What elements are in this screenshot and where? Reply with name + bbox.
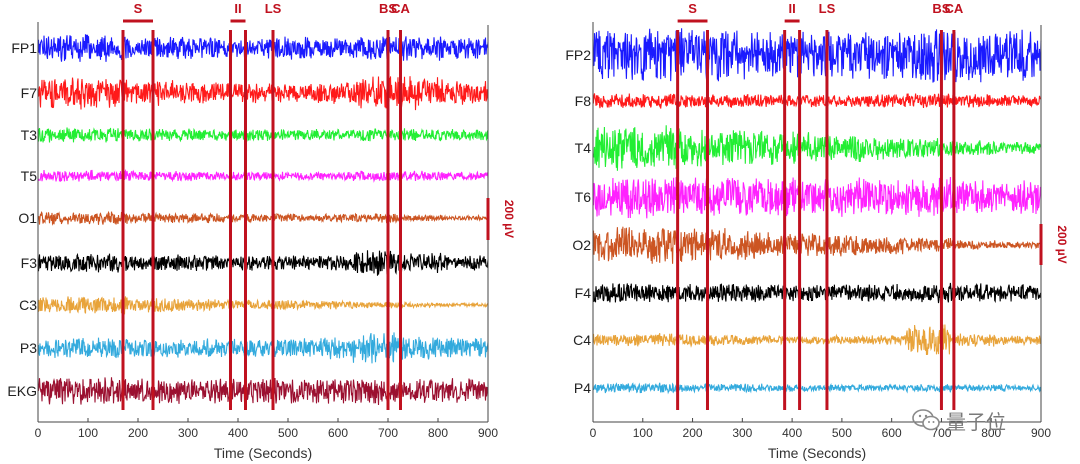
x-tick-label: 0 [35,426,42,440]
channel-label-t5: T5 [21,168,38,184]
channel-label-o2: O2 [572,237,591,253]
trace-t4 [592,125,1042,171]
eeg-panel-left: FP1 F7 T3 T5 O1 F3 C3 P3 EKG 0 100 200 300 400 500 600 7… [7,1,516,461]
trace-fp2 [592,28,1042,83]
x-tick-label: 100 [78,426,98,440]
x-tick-label: 600 [882,426,902,440]
trace-o1 [37,210,489,226]
event-label-ii: II [234,1,241,16]
trace-ekg [37,377,489,406]
channel-label-t4: T4 [575,140,592,156]
trace-c3 [37,296,489,315]
x-tick-label: 200 [683,426,703,440]
event-label-ls: LS [265,1,282,16]
x-tick-label: 700 [378,426,398,440]
channel-label-fp1: FP1 [11,40,37,56]
x-axis-label: Time (Seconds) [768,445,866,461]
x-tick-label: 300 [732,426,752,440]
trace-o2 [592,226,1042,264]
channel-label-p3: P3 [20,340,37,356]
channel-label-f7: F7 [21,85,38,101]
trace-f3 [37,250,489,276]
x-tick-label: 200 [128,426,148,440]
x-tick-label: 500 [832,426,852,440]
trace-p4 [592,382,1042,395]
channel-label-t6: T6 [575,189,592,205]
trace-f4 [592,282,1042,304]
event-label-ca: CA [391,1,410,16]
watermark-text: 量子位 [946,409,1006,434]
x-tick-label: 400 [782,426,802,440]
event-label-s: S [688,1,697,16]
x-tick-label: 0 [590,426,597,440]
trace-t3 [37,127,489,143]
channel-label-f8: F8 [575,93,592,109]
x-tick-label: 300 [178,426,198,440]
watermark: 量子位 [912,405,1032,435]
channel-label-p4: P4 [574,380,591,396]
trace-c4 [592,324,1042,356]
trace-t5 [37,168,489,183]
trace-f7 [37,76,489,111]
x-tick-label: 100 [633,426,653,440]
x-tick-label: 400 [228,426,248,440]
event-label-s: S [134,1,143,16]
event-label-bs: BS [379,1,397,16]
channel-label-o1: O1 [18,210,37,226]
x-tick-label: 500 [278,426,298,440]
eeg-panel-right: FP2 F8 T4 T6 O2 F4 C4 P4 0 100 200 300 400 500 600 700 8… [565,1,1069,461]
channel-label-ekg: EKG [7,383,37,399]
channel-label-c3: C3 [19,297,37,313]
trace-f8 [592,93,1042,109]
x-tick-label: 900 [1031,426,1051,440]
trace-t6 [592,176,1042,219]
x-tick-label: 600 [328,426,348,440]
channel-label-t3: T3 [21,127,38,143]
x-axis-label: Time (Seconds) [214,445,312,461]
event-label-bs: BS [932,1,950,16]
scale-bar-label: 200 µV [1055,225,1069,263]
x-tick-label: 800 [981,426,1001,440]
event-label-ca: CA [944,1,963,16]
event-label-ls: LS [819,1,836,16]
channel-label-f4: F4 [575,285,592,301]
x-tick-label: 700 [931,426,951,440]
x-tick-label: 900 [478,426,498,440]
event-label-ii: II [788,1,795,16]
channel-label-f3: F3 [21,255,38,271]
trace-fp1 [37,34,489,62]
channel-label-fp2: FP2 [565,47,591,63]
trace-p3 [37,332,489,364]
x-tick-label: 800 [428,426,448,440]
channel-label-c4: C4 [573,332,591,348]
wechat-icon [912,409,940,431]
scale-bar-label: 200 µV [502,200,516,238]
